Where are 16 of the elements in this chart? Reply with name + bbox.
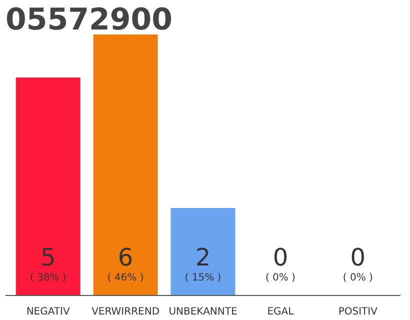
annotation: ( 46% ) bbox=[107, 272, 144, 284]
chart-title: 05572900 bbox=[6, 2, 172, 38]
x-tick-label: NEGATIV bbox=[26, 306, 70, 318]
x-tick-label: UNBEKANNTE bbox=[168, 306, 238, 318]
x-tick-label: POSITIV bbox=[338, 306, 378, 318]
annotation: ( 0% ) bbox=[265, 272, 296, 284]
x-tick-label: VERWIRREND bbox=[92, 306, 160, 318]
data-label: 6 bbox=[118, 244, 134, 272]
annotation: ( 15% ) bbox=[184, 272, 222, 284]
data-label: 0 bbox=[350, 244, 366, 272]
annotation: ( 38% ) bbox=[30, 272, 66, 284]
data-label: 0 bbox=[272, 244, 288, 272]
x-tick-label: EGAL bbox=[267, 306, 294, 318]
data-label: 5 bbox=[40, 244, 56, 272]
annotation: ( 0% ) bbox=[342, 272, 374, 284]
data-label: 2 bbox=[195, 244, 211, 272]
